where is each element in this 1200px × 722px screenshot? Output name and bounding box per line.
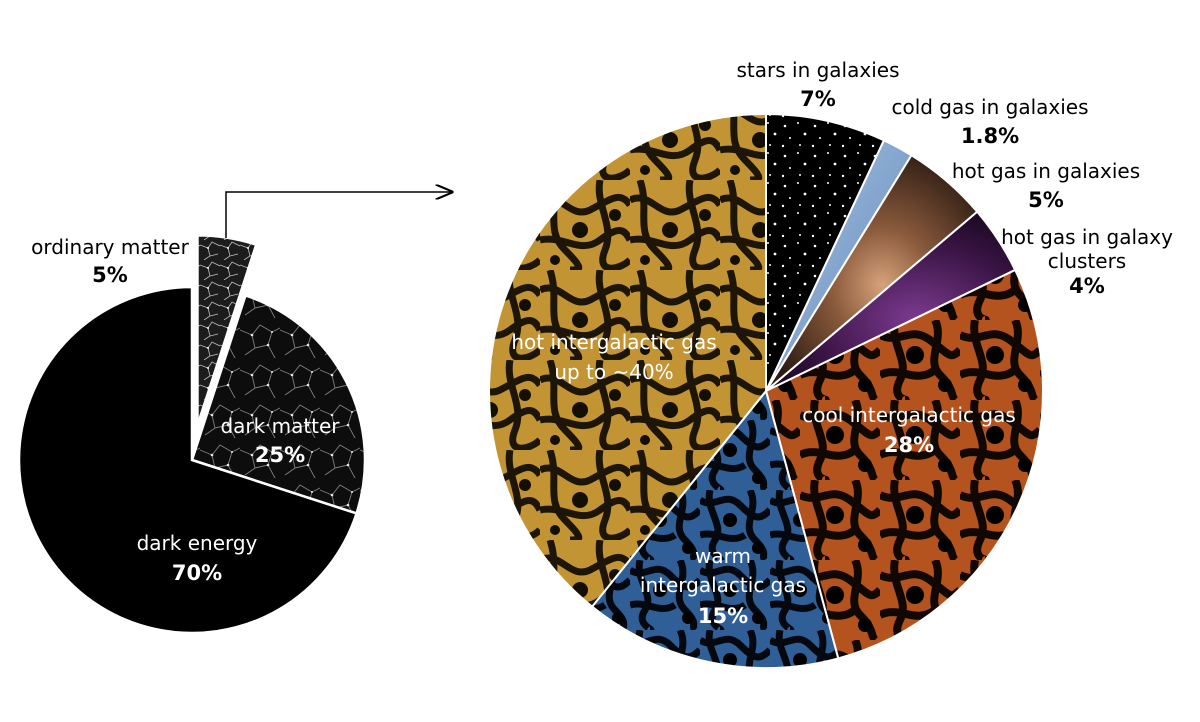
pie-slice-dark-energy	[17, 285, 359, 635]
label-hot-igm-pct: up to ~40%	[554, 360, 673, 384]
label-warm-igm-pct: 15%	[698, 604, 748, 628]
label-hot-igm-name: hot intergalactic gas	[511, 330, 716, 354]
label-hot-gas-clusters-name-2: clusters	[1048, 249, 1126, 273]
label-warm-igm-name-2: intergalactic gas	[640, 573, 806, 597]
label-cold-gas-pct: 1.8%	[961, 124, 1019, 148]
pie-slice-hot-intergalactic-gas	[488, 112, 767, 609]
right-pie-chart	[488, 112, 1044, 669]
label-warm-igm-name-1: warm	[695, 544, 751, 568]
label-ordinary-matter-pct: 5%	[92, 263, 128, 287]
label-ordinary-matter-name: ordinary matter	[31, 235, 189, 259]
label-dark-matter-pct: 25%	[255, 443, 305, 467]
label-hot-gas-galaxies-name: hot gas in galaxies	[952, 159, 1140, 183]
pie-slice-ordinary-matter	[196, 234, 258, 426]
label-cool-igm-name: cool intergalactic gas	[802, 403, 1016, 427]
connector-arrow	[225, 192, 452, 238]
label-dark-energy-name: dark energy	[137, 531, 258, 555]
label-hot-gas-clusters-name-1: hot gas in galaxy	[1001, 225, 1173, 249]
pie-slice-cool-intergalactic-gas	[764, 268, 1044, 660]
pie-slice-stars-in-galaxies	[765, 112, 886, 392]
label-dark-energy-pct: 70%	[172, 561, 222, 585]
label-hot-gas-galaxies-pct: 5%	[1028, 188, 1064, 212]
pie-slice-warm-intergalactic-gas	[590, 388, 840, 669]
label-hot-gas-clusters-pct: 4%	[1069, 274, 1105, 298]
label-dark-matter-name: dark matter	[220, 414, 340, 438]
pie-slice-dark-matter	[190, 293, 367, 516]
label-cold-gas-name: cold gas in galaxies	[891, 95, 1088, 119]
label-cool-igm-pct: 28%	[884, 433, 934, 457]
label-stars-pct: 7%	[800, 87, 836, 111]
label-stars-name: stars in galaxies	[737, 58, 900, 82]
left-pie-chart	[17, 234, 367, 635]
